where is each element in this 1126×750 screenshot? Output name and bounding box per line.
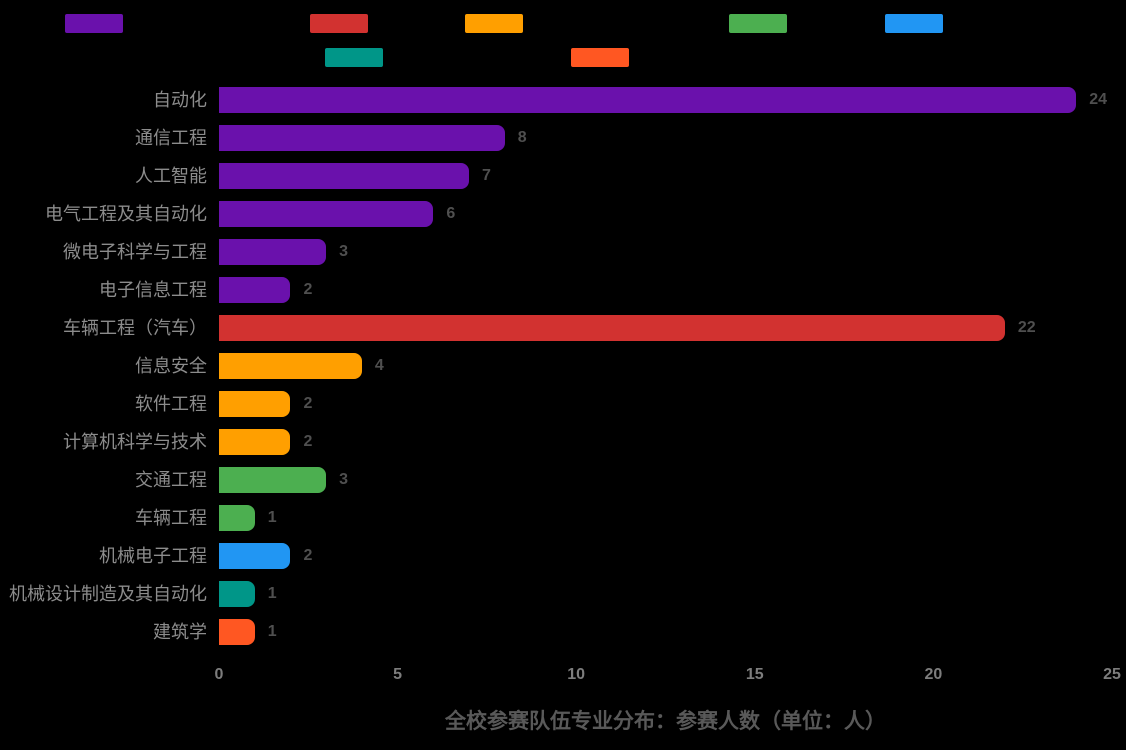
value-label: 1 <box>267 509 277 527</box>
category-label: 机械设计制造及其自动化 <box>9 584 207 605</box>
legend-swatch-teal[interactable] <box>325 48 383 67</box>
value-label: 4 <box>374 356 384 374</box>
value-label: 2 <box>303 280 313 298</box>
category-label: 微电子科学与工程 <box>63 241 207 262</box>
bar[interactable] <box>219 276 291 303</box>
category-label: 软件工程 <box>135 394 207 415</box>
value-label: 2 <box>303 547 313 565</box>
bar[interactable] <box>219 200 434 227</box>
bar[interactable] <box>219 505 255 532</box>
value-label: 1 <box>267 623 277 641</box>
chart-title: 全校参赛队伍专业分布：参赛人数（单位：人） <box>445 710 886 733</box>
category-label: 人工智能 <box>135 165 207 186</box>
bar[interactable] <box>219 619 255 646</box>
legend-swatch-orange[interactable] <box>465 14 523 33</box>
legend-swatch-red[interactable] <box>310 14 368 33</box>
category-label: 车辆工程 <box>135 508 207 529</box>
category-label: 车辆工程（汽车） <box>63 317 207 338</box>
x-axis-tick: 0 <box>214 666 224 683</box>
legend-swatch-blue[interactable] <box>885 14 943 33</box>
category-label: 交通工程 <box>135 470 207 491</box>
bar[interactable] <box>219 162 470 189</box>
x-axis-tick: 10 <box>567 666 586 683</box>
bar[interactable] <box>219 314 1005 341</box>
x-axis-tick: 5 <box>393 666 403 683</box>
bar[interactable] <box>219 581 255 608</box>
value-label: 3 <box>339 471 349 489</box>
legend-swatch-purple[interactable] <box>65 14 123 33</box>
value-label: 8 <box>517 128 527 146</box>
bar[interactable] <box>219 238 327 265</box>
bar[interactable] <box>219 429 291 456</box>
legend-swatch-green[interactable] <box>729 14 787 33</box>
bar[interactable] <box>219 391 291 418</box>
bar[interactable] <box>219 352 362 379</box>
category-label: 机械电子工程 <box>99 546 207 567</box>
category-label: 建筑学 <box>153 622 207 643</box>
bar[interactable] <box>219 124 505 151</box>
bar[interactable] <box>219 467 327 494</box>
value-label: 7 <box>482 166 491 184</box>
value-label: 1 <box>267 585 277 603</box>
value-label: 3 <box>339 242 349 260</box>
value-label: 6 <box>446 204 456 222</box>
bar[interactable] <box>219 543 291 570</box>
value-label: 24 <box>1089 90 1108 108</box>
x-axis-tick: 20 <box>924 666 943 683</box>
category-label: 信息安全 <box>135 355 207 376</box>
category-label: 自动化 <box>153 89 207 110</box>
legend-swatch-deep-orange[interactable] <box>571 48 629 67</box>
category-label: 通信工程 <box>135 127 207 148</box>
category-label: 电子信息工程 <box>99 279 207 300</box>
category-label: 计算机科学与技术 <box>63 432 207 453</box>
value-label: 2 <box>303 433 313 451</box>
value-label: 22 <box>1017 318 1036 336</box>
value-label: 2 <box>303 395 313 413</box>
category-label: 电气工程及其自动化 <box>45 203 207 224</box>
x-axis-tick: 15 <box>745 666 764 683</box>
bar[interactable] <box>219 86 1077 113</box>
x-axis-tick: 25 <box>1103 666 1121 683</box>
